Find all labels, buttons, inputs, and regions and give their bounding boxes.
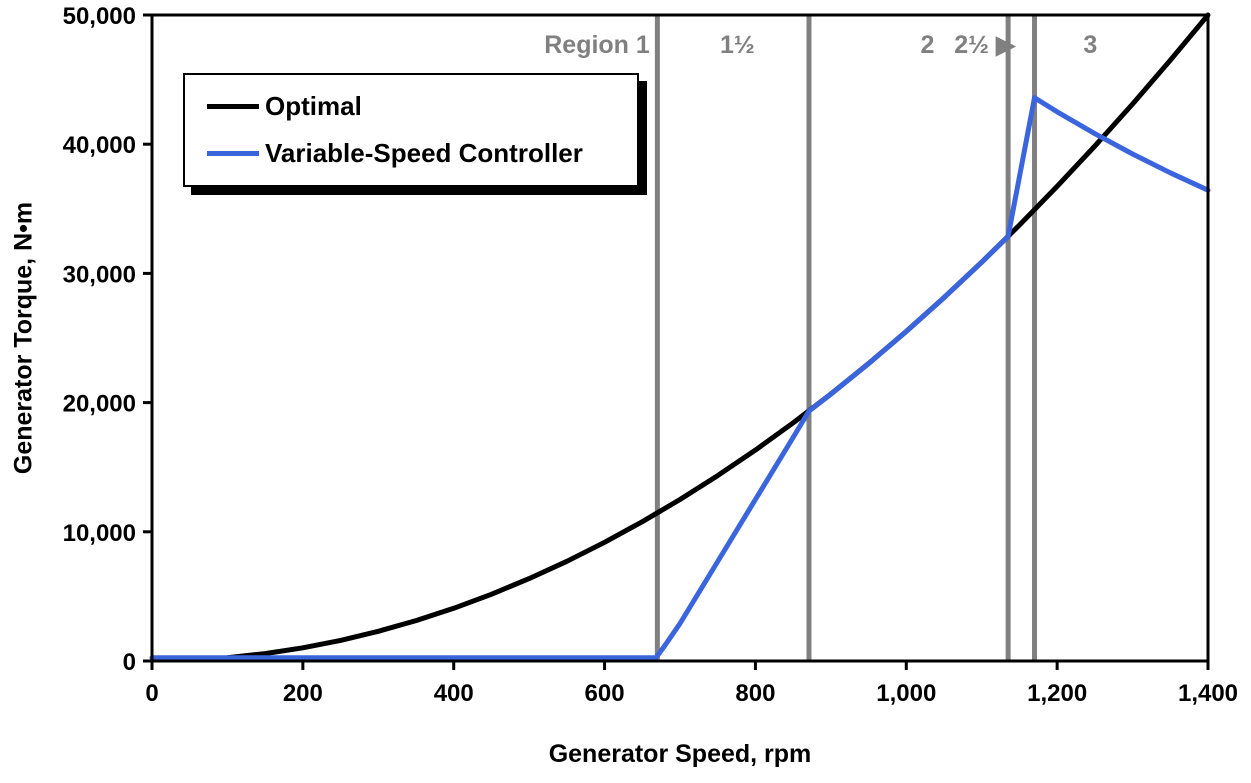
series-line-1 <box>149 95 1211 661</box>
legend: Optimal Variable-Speed Controller <box>183 73 639 187</box>
x-tick-label: 800 <box>735 680 775 707</box>
region-label: 2 <box>920 31 934 59</box>
region-label: 1½ <box>720 31 755 59</box>
x-tick-label: 1,400 <box>1178 680 1238 707</box>
y-tick-label: 10,000 <box>63 520 136 547</box>
legend-label-vsc: Variable-Speed Controller <box>265 138 583 168</box>
x-tick-label: 600 <box>585 680 625 707</box>
legend-item-optimal: Optimal <box>207 91 615 122</box>
series-line-0 <box>224 12 1211 661</box>
region-label: 2½ ▶ <box>954 31 1017 59</box>
x-axis-title: Generator Speed, rpm <box>548 740 812 768</box>
region-label: 3 <box>1083 31 1097 59</box>
plot-border <box>150 13 1210 663</box>
region-label: Region 1 <box>544 31 650 59</box>
x-tick-label: 200 <box>283 680 323 707</box>
y-tick-label: 20,000 <box>63 391 136 418</box>
y-tick-label: 40,000 <box>63 132 136 159</box>
x-tick-label: 1,200 <box>1027 680 1087 707</box>
x-tick-label: 0 <box>145 680 158 707</box>
x-tick-label: 1,000 <box>876 680 936 707</box>
y-tick-label: 50,000 <box>63 3 136 30</box>
optimal-line-swatch <box>207 104 259 109</box>
vsc-line-swatch <box>207 151 259 156</box>
y-tick-label: 30,000 <box>63 261 136 288</box>
y-axis-title: Generator Torque, N•m <box>9 201 38 475</box>
y-tick-label: 0 <box>123 649 136 676</box>
legend-label-optimal: Optimal <box>265 91 362 121</box>
x-tick-label: 400 <box>434 680 474 707</box>
legend-item-vsc: Variable-Speed Controller <box>207 138 615 169</box>
